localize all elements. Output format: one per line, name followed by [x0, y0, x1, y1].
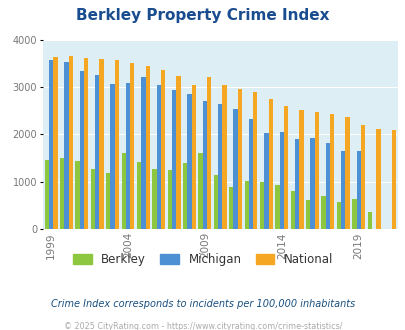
Bar [79, 71, 84, 229]
Bar [356, 151, 360, 229]
Bar [233, 109, 237, 229]
Bar [121, 152, 126, 229]
Bar [248, 119, 253, 229]
Bar [136, 162, 141, 229]
Bar [279, 132, 283, 229]
Bar [160, 70, 165, 229]
Bar [198, 153, 202, 229]
Bar [329, 114, 334, 229]
Bar [217, 104, 222, 229]
Bar [375, 129, 379, 229]
Bar [294, 139, 298, 229]
Bar [325, 144, 329, 229]
Bar [64, 62, 68, 229]
Bar [191, 85, 196, 229]
Bar [309, 138, 314, 229]
Bar [106, 173, 110, 229]
Bar [156, 85, 160, 229]
Text: Crime Index corresponds to incidents per 100,000 inhabitants: Crime Index corresponds to incidents per… [51, 299, 354, 309]
Legend: Berkley, Michigan, National: Berkley, Michigan, National [72, 253, 333, 266]
Bar [202, 101, 207, 229]
Bar [290, 191, 294, 229]
Bar [110, 84, 115, 229]
Bar [141, 77, 145, 229]
Bar [99, 59, 103, 229]
Bar [222, 85, 226, 229]
Bar [268, 99, 272, 229]
Bar [253, 92, 257, 229]
Bar [207, 77, 211, 229]
Bar [176, 76, 180, 229]
Bar [145, 66, 149, 229]
Bar [360, 125, 364, 229]
Bar [187, 94, 191, 229]
Bar [314, 112, 318, 229]
Bar [264, 133, 268, 229]
Bar [91, 169, 95, 229]
Bar [305, 200, 309, 229]
Bar [167, 170, 172, 229]
Bar [130, 63, 134, 229]
Bar [183, 163, 187, 229]
Bar [53, 57, 58, 229]
Bar [95, 75, 99, 229]
Bar [340, 151, 345, 229]
Bar [321, 196, 325, 229]
Bar [126, 83, 130, 229]
Bar [60, 158, 64, 229]
Bar [351, 199, 356, 229]
Bar [275, 185, 279, 229]
Bar [115, 60, 119, 229]
Bar [298, 110, 303, 229]
Bar [152, 169, 156, 229]
Bar [345, 117, 349, 229]
Text: © 2025 CityRating.com - https://www.cityrating.com/crime-statistics/: © 2025 CityRating.com - https://www.city… [64, 322, 341, 330]
Bar [259, 182, 264, 229]
Bar [367, 212, 371, 229]
Bar [49, 60, 53, 229]
Bar [237, 89, 241, 229]
Bar [84, 58, 88, 229]
Bar [75, 161, 79, 229]
Bar [336, 202, 340, 229]
Bar [283, 106, 288, 229]
Bar [68, 56, 73, 229]
Bar [244, 182, 248, 229]
Text: Berkley Property Crime Index: Berkley Property Crime Index [76, 8, 329, 23]
Bar [213, 175, 217, 229]
Bar [45, 160, 49, 229]
Bar [228, 187, 233, 229]
Bar [172, 90, 176, 229]
Bar [390, 130, 395, 229]
